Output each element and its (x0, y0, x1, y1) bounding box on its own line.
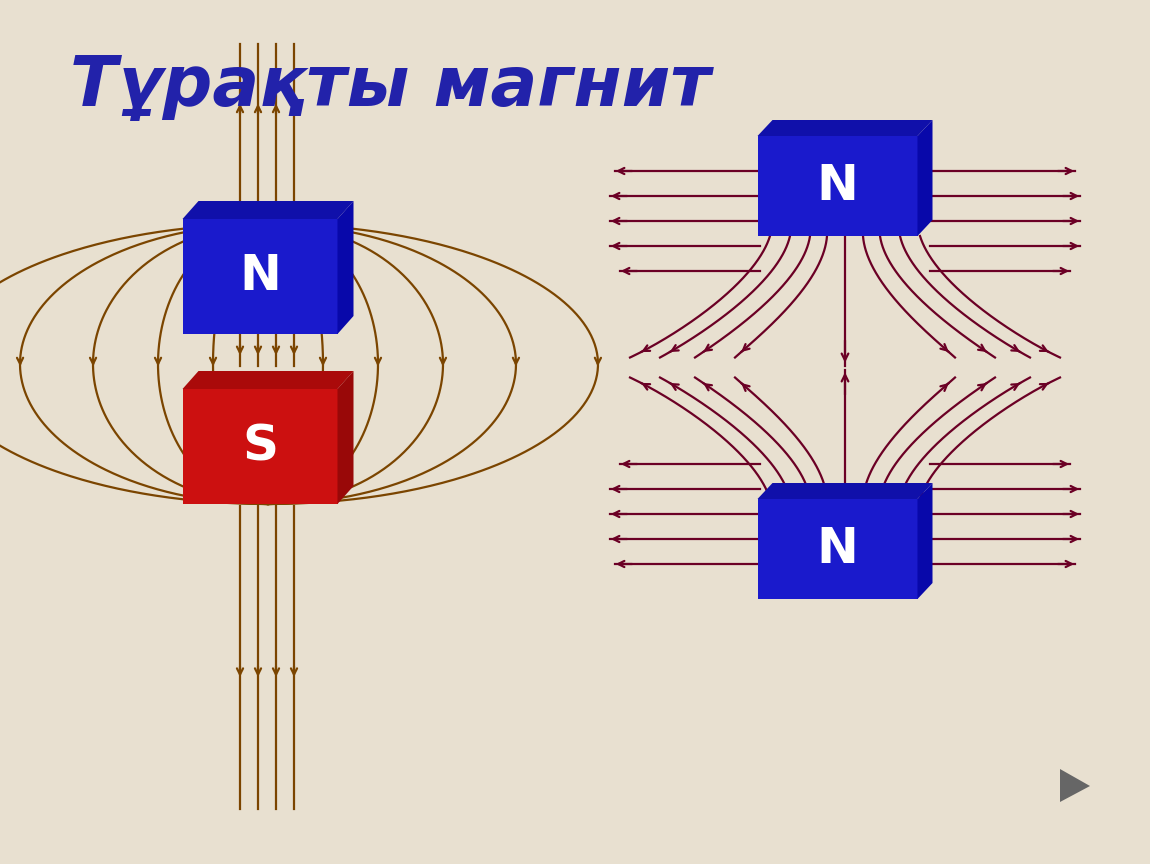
Bar (758, 499, 918, 599)
Polygon shape (337, 201, 353, 334)
Text: N: N (816, 525, 858, 573)
Bar (183, 219, 337, 334)
Polygon shape (918, 120, 933, 236)
Polygon shape (918, 483, 933, 599)
Text: N: N (239, 252, 281, 301)
Polygon shape (758, 483, 933, 499)
Text: S: S (242, 422, 278, 471)
Polygon shape (758, 120, 933, 136)
Polygon shape (183, 201, 353, 219)
Bar (758, 136, 918, 236)
Text: N: N (816, 162, 858, 210)
Bar (183, 389, 337, 504)
Polygon shape (1060, 769, 1090, 802)
Polygon shape (183, 371, 353, 389)
Polygon shape (337, 371, 353, 504)
Text: Тұрақты магнит: Тұрақты магнит (70, 54, 711, 121)
